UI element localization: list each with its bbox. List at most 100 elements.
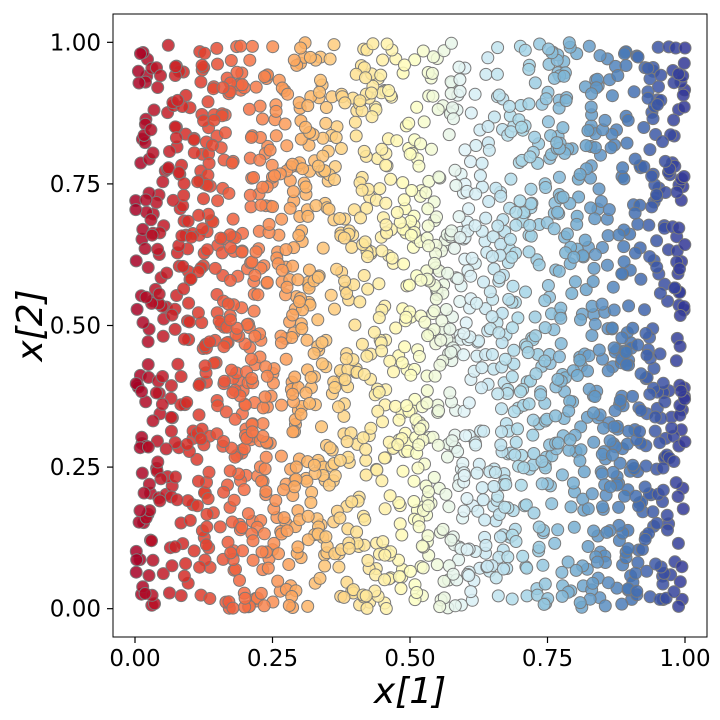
data-point [249, 80, 263, 94]
data-point [622, 424, 635, 438]
data-point [376, 535, 390, 549]
data-point [281, 87, 295, 101]
data-point [260, 369, 274, 383]
data-point [367, 325, 381, 339]
data-point [654, 68, 668, 82]
data-point [443, 386, 457, 400]
data-point [304, 496, 318, 509]
data-point [205, 138, 219, 152]
data-point [545, 497, 559, 511]
data-point [612, 228, 626, 242]
data-point [304, 371, 318, 384]
data-point [269, 494, 283, 507]
data-point [421, 329, 435, 343]
data-point [643, 250, 657, 264]
data-point [605, 89, 619, 103]
data-point [235, 78, 249, 92]
data-point [155, 397, 169, 411]
data-point [669, 354, 683, 368]
data-point [645, 200, 659, 214]
data-point [404, 228, 418, 242]
data-point [430, 558, 444, 572]
data-point [307, 347, 321, 360]
data-point [441, 266, 455, 280]
data-point [253, 153, 267, 167]
data-point [162, 161, 175, 175]
data-point [218, 126, 232, 140]
data-point [221, 535, 235, 549]
data-point [345, 495, 359, 509]
data-point [555, 565, 569, 579]
data-point [165, 559, 179, 573]
data-point [413, 422, 427, 436]
data-point [217, 340, 231, 354]
data-point [279, 243, 293, 257]
data-point [174, 370, 188, 383]
data-point [492, 88, 506, 102]
data-point [169, 60, 183, 74]
data-point [192, 378, 206, 392]
data-point [407, 474, 421, 488]
data-point [421, 219, 435, 233]
data-point [257, 599, 271, 613]
data-point [669, 476, 683, 490]
data-point [225, 156, 239, 170]
data-point [505, 321, 519, 335]
data-point [598, 599, 612, 613]
data-point [387, 365, 400, 379]
data-point [633, 425, 646, 439]
data-point [445, 434, 459, 448]
data-point [646, 112, 660, 126]
data-point [555, 468, 569, 482]
data-point [319, 116, 333, 130]
data-point [475, 381, 488, 395]
data-point [251, 288, 265, 302]
data-point [254, 586, 268, 600]
data-point [247, 171, 260, 184]
data-point [526, 428, 540, 442]
data-point [255, 545, 269, 559]
data-point [213, 520, 227, 534]
data-point [561, 555, 575, 569]
data-point [211, 399, 225, 413]
data-point [311, 270, 325, 284]
data-point [505, 370, 519, 384]
data-point [617, 172, 631, 186]
data-point [160, 266, 174, 280]
data-point [332, 400, 345, 414]
data-point [673, 309, 687, 322]
data-point [658, 395, 672, 409]
data-point [184, 230, 198, 244]
data-point [156, 329, 170, 343]
data-point [485, 250, 499, 263]
data-point [412, 520, 426, 534]
data-point [489, 571, 503, 585]
data-point [667, 585, 681, 599]
data-point [286, 308, 300, 322]
data-point [676, 502, 690, 516]
data-point [223, 273, 237, 287]
data-point [289, 460, 303, 474]
data-point [258, 70, 271, 84]
data-point [417, 115, 431, 129]
data-point [397, 193, 411, 207]
data-point [607, 303, 621, 317]
data-point [615, 597, 629, 611]
data-point [190, 452, 204, 466]
data-point [404, 368, 418, 382]
data-point [431, 438, 445, 452]
data-point [634, 272, 648, 286]
data-point [453, 73, 467, 87]
data-point [416, 561, 430, 575]
data-point [337, 231, 351, 245]
y-axis-label: x[2] [10, 289, 51, 362]
data-point [254, 198, 268, 212]
data-point [425, 66, 439, 80]
data-point [570, 217, 584, 231]
data-point [203, 335, 217, 349]
data-point [172, 166, 186, 180]
data-point [613, 393, 627, 407]
data-point [248, 268, 262, 282]
data-point [269, 129, 283, 143]
data-point [457, 469, 471, 482]
